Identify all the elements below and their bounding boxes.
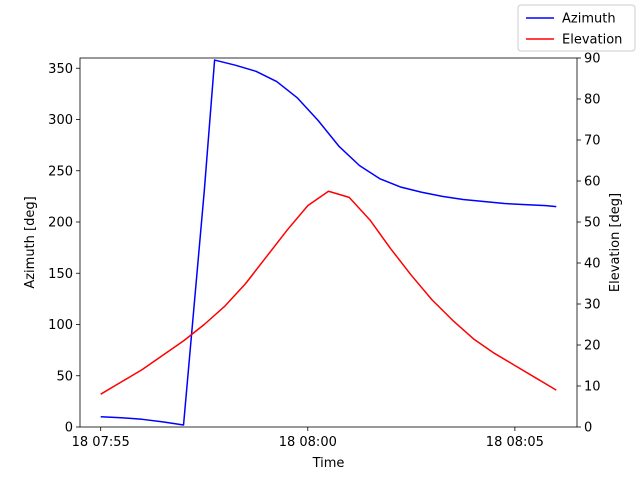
x-tick-label: 18 08:00 <box>279 435 337 450</box>
series-line-azimuth <box>100 59 557 426</box>
x-axis-label: Time <box>312 456 345 471</box>
axes-layer: 0 50 100 150 200 250 300 350 0 10 20 30 40 50 60 70 80 90… <box>23 52 623 472</box>
y-left-tick-label: 100 <box>48 318 73 333</box>
plot-frame <box>79 57 578 428</box>
y-left-tick-label: 300 <box>48 113 73 128</box>
y-right-tick-label: 50 <box>584 216 601 231</box>
y-left-tick-label: 250 <box>48 164 73 179</box>
series-layer <box>100 59 557 426</box>
x-tick-label: 18 07:55 <box>72 435 130 450</box>
y-right-tick-label: 90 <box>584 52 601 67</box>
y-right-tick-label: 70 <box>584 134 601 149</box>
y-right-tick-label: 40 <box>584 257 601 272</box>
legend-label-elevation: Elevation <box>562 33 622 48</box>
x-tick-label: 18 08:05 <box>486 435 544 450</box>
y-left-tick-label: 200 <box>48 216 73 231</box>
y-right-tick-label: 10 <box>584 380 601 395</box>
y-right-axis-label: Elevation [deg] <box>608 193 623 292</box>
y-left-tick-label: 50 <box>56 369 73 384</box>
series-line-elevation <box>100 190 557 395</box>
legend: Azimuth Elevation <box>517 4 636 52</box>
y-left-axis-label: Azimuth [deg] <box>23 196 38 288</box>
y-left-tick-label: 150 <box>48 267 73 282</box>
y-right-tick-label: 0 <box>584 421 592 436</box>
y-left-tick-label: 0 <box>65 421 73 436</box>
y-right-tick-label: 60 <box>584 175 601 190</box>
y-right-tick-label: 80 <box>584 93 601 108</box>
y-left-tick-label: 350 <box>48 62 73 77</box>
y-right-tick-label: 30 <box>584 298 601 313</box>
legend-label-azimuth: Azimuth <box>562 12 616 27</box>
y-right-tick-label: 20 <box>584 339 601 354</box>
